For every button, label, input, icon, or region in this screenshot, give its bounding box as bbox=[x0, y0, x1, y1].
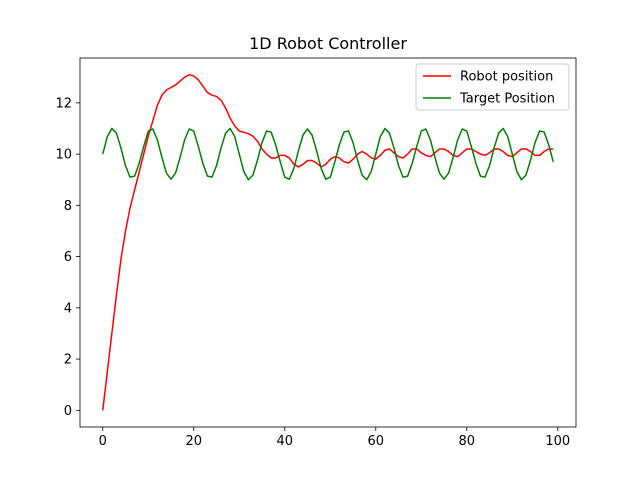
y-tick-label-3: 6 bbox=[64, 250, 72, 265]
y-tick-label-0: 0 bbox=[64, 404, 72, 419]
axes-frame bbox=[79, 57, 577, 428]
x-tick-label-5: 100 bbox=[545, 434, 570, 449]
y-tick-label-4: 8 bbox=[64, 199, 72, 214]
y-tick-label-5: 10 bbox=[55, 148, 72, 163]
legend-label-0: Robot position bbox=[460, 70, 553, 85]
x-tick-label-1: 20 bbox=[185, 434, 202, 449]
axes: 0 20 40 60 80 100 0 2 4 6 8 10 12 bbox=[55, 57, 577, 449]
legend-box bbox=[415, 63, 570, 111]
legend-label-1: Target Position bbox=[459, 92, 555, 107]
plot-area bbox=[102, 73, 554, 411]
x-tick-label-0: 0 bbox=[99, 434, 107, 449]
x-tick-label-4: 80 bbox=[459, 434, 476, 449]
y-tick-label-6: 12 bbox=[55, 96, 72, 111]
series-line-0 bbox=[102, 73, 554, 411]
legend: Robot position Target Position bbox=[415, 63, 570, 111]
y-tick-label-2: 4 bbox=[64, 301, 72, 316]
x-tick-label-2: 40 bbox=[276, 434, 293, 449]
x-tick-label-3: 60 bbox=[368, 434, 385, 449]
series-line-1 bbox=[102, 127, 554, 181]
chart-title: 1D Robot Controller bbox=[249, 34, 407, 53]
y-tick-label-1: 2 bbox=[64, 353, 72, 368]
